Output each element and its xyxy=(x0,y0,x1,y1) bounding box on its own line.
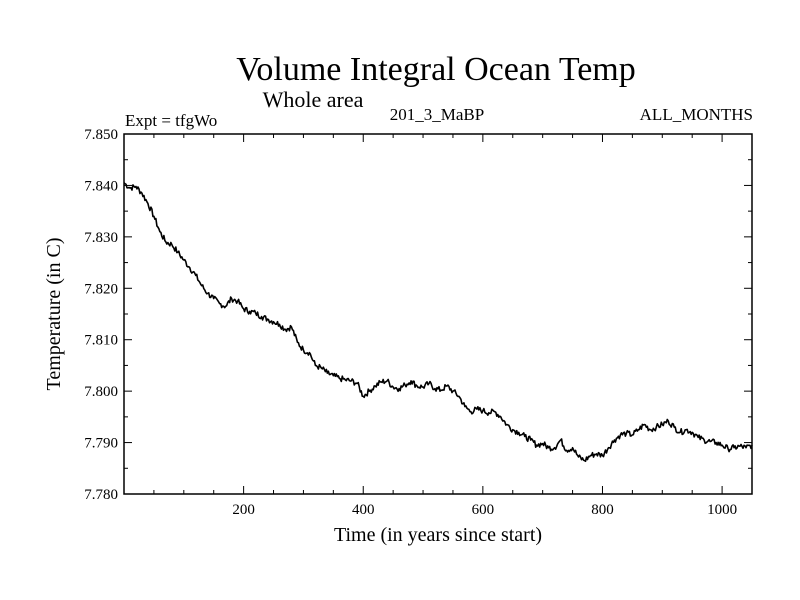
y-axis-label: Temperature (in C) xyxy=(43,238,65,391)
y-tick-label: 7.820 xyxy=(84,281,118,297)
annotation-run: 201_3_MaBP xyxy=(390,105,484,124)
x-tick-label: 200 xyxy=(232,502,255,518)
x-axis-label: Time (in years since start) xyxy=(334,524,542,546)
y-tick-label: 7.850 xyxy=(84,127,118,143)
y-tick-label: 7.790 xyxy=(84,436,118,452)
y-tick-label: 7.810 xyxy=(84,333,118,349)
x-tick-label: 600 xyxy=(472,502,495,518)
y-tick-label: 7.830 xyxy=(84,230,118,246)
y-tick-label: 7.780 xyxy=(84,487,118,503)
y-tick-label: 7.800 xyxy=(84,384,118,400)
chart-subtitle: Whole area xyxy=(263,87,364,112)
chart-title: Volume Integral Ocean Temp xyxy=(236,51,636,88)
annotation-months: ALL_MONTHS xyxy=(640,105,753,124)
x-axis-ticks: 200 400 600 800 1000 xyxy=(153,134,737,518)
x-tick-label: 400 xyxy=(352,502,375,518)
y-tick-label: 7.840 xyxy=(84,178,118,194)
y-axis-ticks: 7.780 7.790 7.800 7.810 7.820 7.830 7.840 7.850 xyxy=(84,127,752,503)
series-line xyxy=(123,182,753,463)
x-tick-label: 1000 xyxy=(707,502,737,518)
plot-frame xyxy=(123,133,753,495)
x-tick-label: 800 xyxy=(591,502,614,518)
annotation-expt: Expt = tfgWo xyxy=(125,111,217,130)
